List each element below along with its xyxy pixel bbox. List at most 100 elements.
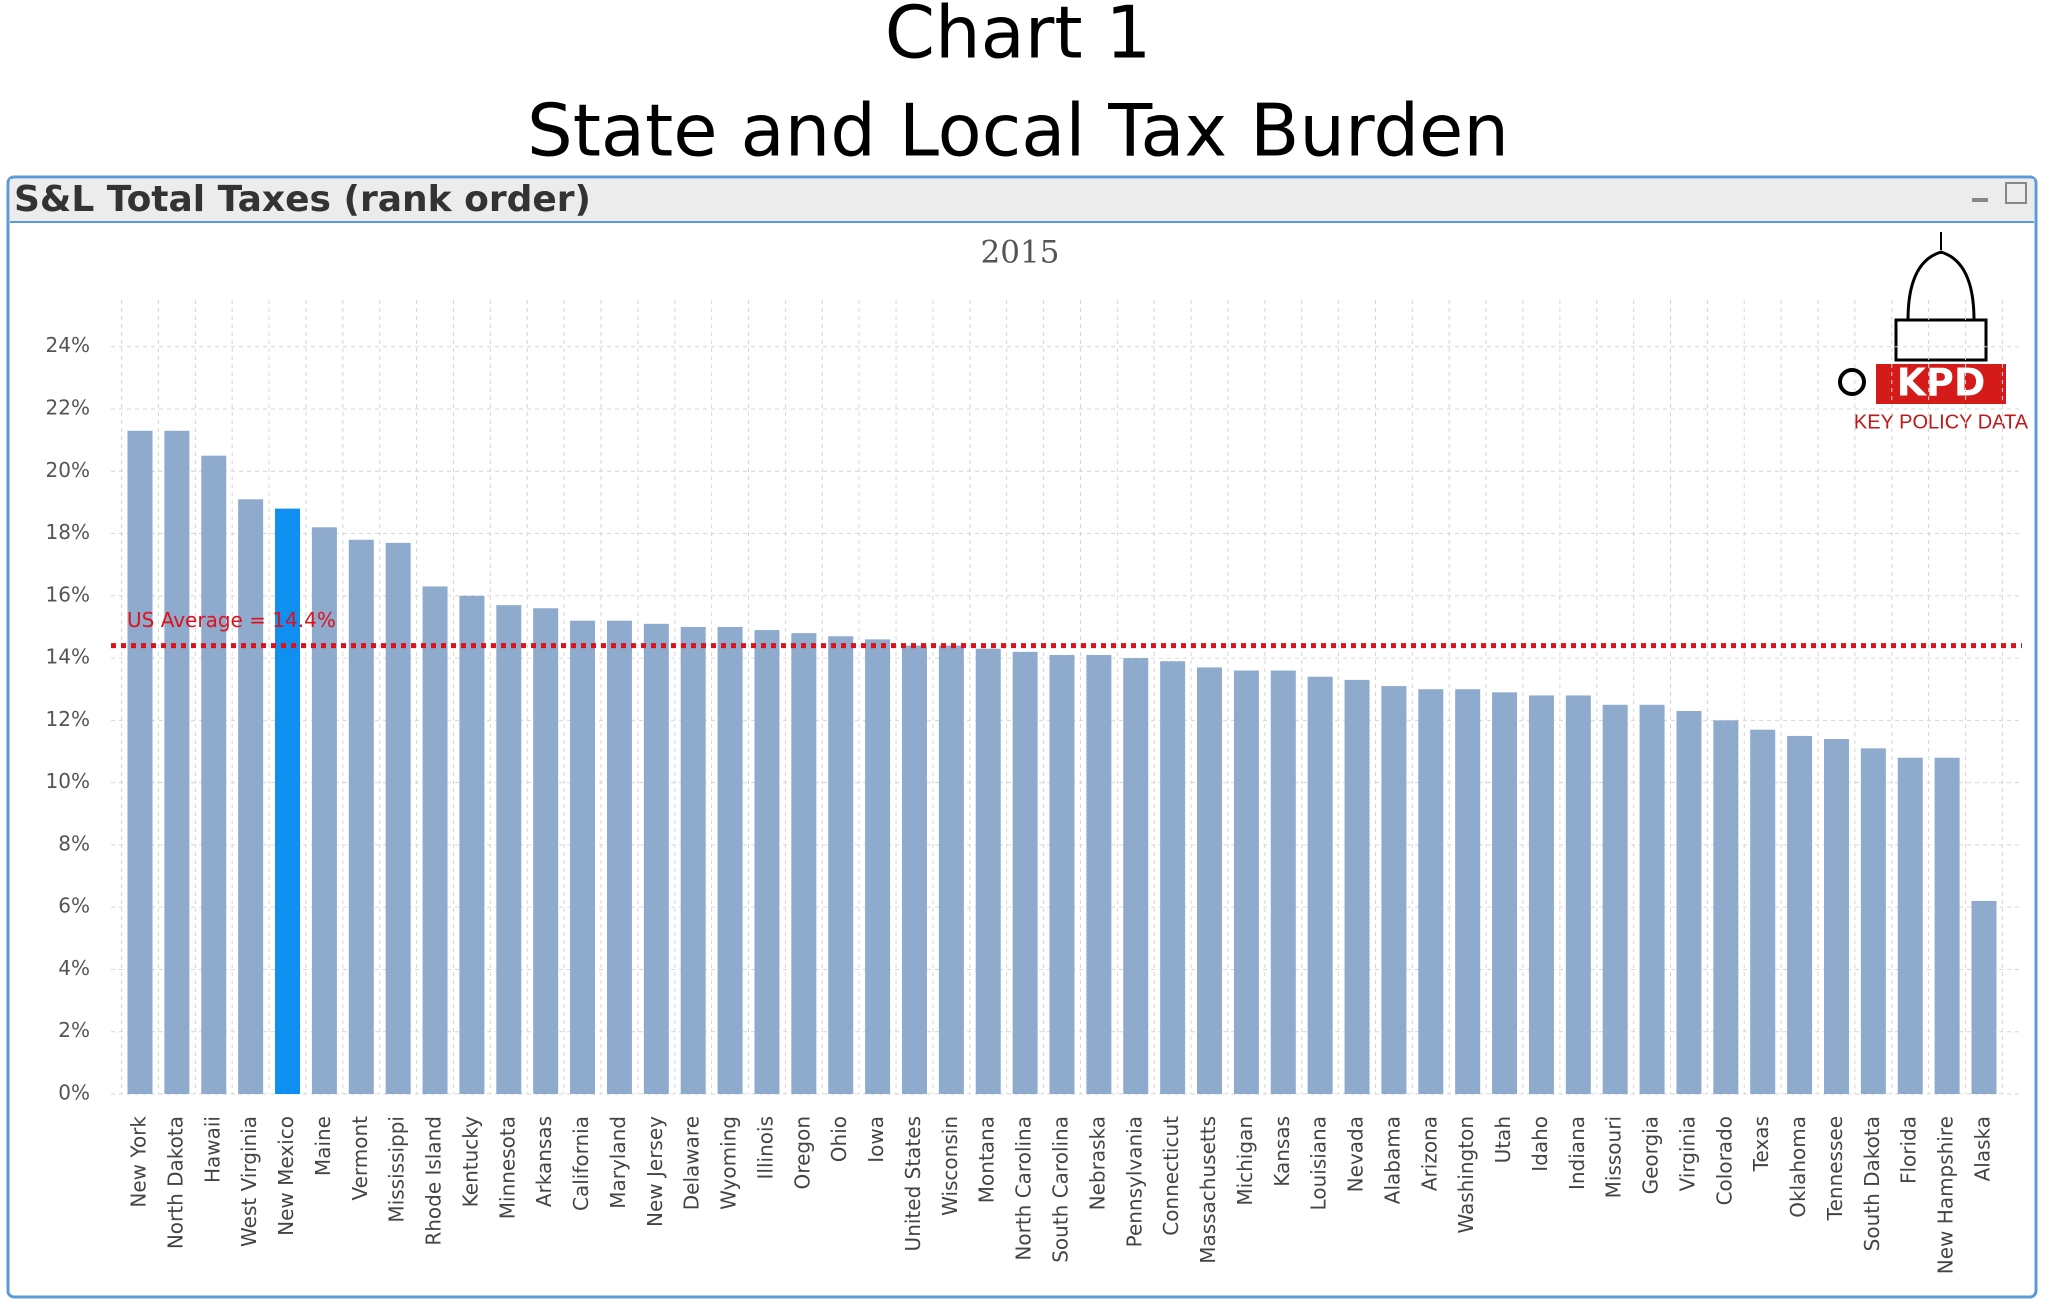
bar (348, 539, 374, 1094)
x-tick-label: Michigan (1233, 1116, 1257, 1206)
bar (1233, 670, 1259, 1094)
x-tick-label: Texas (1749, 1116, 1773, 1172)
x-tick-label: Tennessee (1823, 1116, 1847, 1221)
x-tick-label: Kentucky (458, 1116, 482, 1207)
y-tick-label: 24% (46, 333, 90, 357)
bar (1012, 651, 1038, 1094)
bar (1823, 739, 1849, 1094)
bar (1455, 689, 1481, 1094)
x-tick-label: Utah (1491, 1116, 1515, 1163)
header-line2: State and Local Tax Burden (527, 89, 1509, 173)
x-tick-label: Delaware (680, 1116, 704, 1210)
logo-name: KEY POLICY DATA (1854, 411, 2029, 433)
bar (1639, 704, 1665, 1094)
x-tick-label: Indiana (1565, 1116, 1589, 1190)
y-tick-label: 0% (58, 1081, 90, 1105)
y-tick-label: 20% (46, 458, 90, 482)
bar (975, 648, 1001, 1094)
x-tick-label: Washington (1454, 1116, 1478, 1234)
x-tick-label: Vermont (348, 1116, 372, 1201)
x-tick-label: United States (901, 1116, 925, 1251)
minimize-button[interactable] (1972, 198, 1988, 202)
x-tick-label: Wyoming (717, 1116, 741, 1210)
x-tick-label: Alabama (1380, 1116, 1404, 1204)
x-tick-label: Idaho (1528, 1116, 1552, 1172)
bar (606, 620, 632, 1094)
bar (496, 605, 522, 1094)
logo-key (1838, 368, 1866, 396)
bar (385, 542, 411, 1094)
logo-dome (1906, 250, 1976, 322)
bar (754, 630, 780, 1094)
x-tick-label: North Dakota (163, 1116, 187, 1249)
x-tick-label: Oregon (790, 1116, 814, 1189)
x-tick-label: Kansas (1270, 1116, 1294, 1187)
bar (238, 499, 264, 1094)
bar (1860, 748, 1886, 1094)
panel-title: S&L Total Taxes (rank order) (14, 179, 591, 220)
x-tick-label: Nevada (1344, 1116, 1368, 1192)
bar (275, 508, 301, 1094)
x-tick-label: South Carolina (1049, 1116, 1073, 1263)
chart-title: 2015 (981, 235, 1060, 271)
bar (791, 633, 817, 1094)
x-tick-label: Arkansas (532, 1116, 556, 1207)
bar (1307, 676, 1333, 1094)
y-tick-label: 10% (46, 769, 90, 793)
x-tick-label: Connecticut (1159, 1116, 1183, 1236)
bar (938, 645, 964, 1094)
x-tick-label: Illinois (753, 1116, 777, 1179)
bar (1344, 679, 1370, 1094)
x-tick-label: Hawaii (200, 1116, 224, 1183)
x-tick-label: California (569, 1116, 593, 1211)
bar (1971, 900, 1997, 1094)
average-label: US Average = 14.4% (127, 608, 336, 632)
x-tick-label: Colorado (1712, 1116, 1736, 1205)
bar (1787, 735, 1813, 1094)
bar (1934, 757, 1960, 1094)
y-tick-label: 6% (58, 894, 90, 918)
x-tick-label: New Mexico (274, 1116, 298, 1236)
x-tick-label: New Jersey (643, 1116, 667, 1227)
bar (1602, 704, 1628, 1094)
bar (1123, 658, 1149, 1094)
bar (1750, 729, 1776, 1094)
bar (1086, 654, 1112, 1094)
bar (459, 595, 485, 1094)
bar (1381, 686, 1407, 1094)
x-tick-label: Louisiana (1307, 1116, 1331, 1210)
bar (828, 636, 854, 1094)
bar (201, 455, 227, 1094)
x-tick-label: North Carolina (1012, 1116, 1036, 1261)
x-tick-label: South Dakota (1860, 1116, 1884, 1251)
maximize-button[interactable] (2005, 182, 2027, 204)
y-tick-label: 18% (46, 520, 90, 544)
bar (717, 626, 743, 1094)
logo-banner (1876, 364, 2006, 404)
bar (1160, 661, 1186, 1094)
bar (1528, 695, 1554, 1094)
bar (643, 623, 669, 1094)
x-tick-label: Nebraska (1085, 1116, 1109, 1210)
x-tick-label: Iowa (864, 1116, 888, 1163)
y-tick-label: 16% (46, 582, 90, 606)
bar (680, 626, 706, 1094)
header-line1: Chart 1 (885, 0, 1152, 75)
bar (164, 430, 190, 1094)
x-tick-label: Minnesota (495, 1116, 519, 1219)
y-tick-label: 2% (58, 1018, 90, 1042)
bar (1565, 695, 1591, 1094)
x-tick-label: Florida (1897, 1116, 1921, 1184)
bar (865, 639, 891, 1094)
x-tick-label: West Virginia (237, 1116, 261, 1247)
bar (901, 645, 927, 1094)
x-tick-label: Rhode Island (422, 1116, 446, 1246)
bar (1418, 689, 1444, 1094)
logo-mark: KPD (1897, 361, 1986, 405)
x-tick-label: Maryland (606, 1116, 630, 1209)
x-tick-label: Massachusetts (1196, 1116, 1220, 1264)
bar (1049, 654, 1075, 1094)
x-tick-label: New Hampshire (1934, 1116, 1958, 1274)
logo-base (1894, 318, 1988, 362)
